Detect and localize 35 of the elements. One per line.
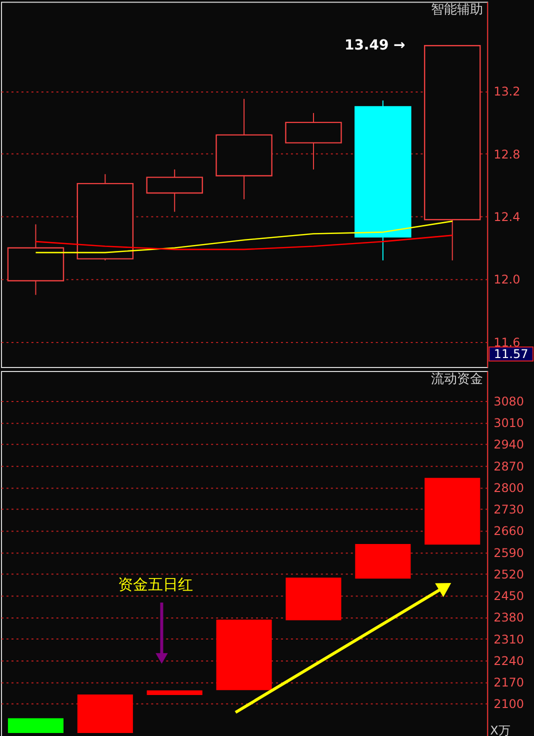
y-tick-label: 12.8 xyxy=(494,147,520,162)
line-series xyxy=(35,220,454,254)
y-tick-label: 3080 xyxy=(494,394,524,408)
annotation: 资金五日红 xyxy=(118,576,194,594)
y-tick-label: 2660 xyxy=(494,524,524,538)
text: 11.57 xyxy=(494,347,528,362)
y-axis-title: X万 xyxy=(490,723,510,736)
bar xyxy=(77,694,133,734)
bar xyxy=(216,620,272,690)
bar xyxy=(286,578,342,620)
bar xyxy=(146,690,202,696)
y-tick-label: 2870 xyxy=(494,459,524,474)
line-series xyxy=(35,234,454,250)
y-tick-label: 2380 xyxy=(494,610,524,625)
y-tick-label: 3010 xyxy=(494,416,524,430)
y-tick-label: 2940 xyxy=(494,438,524,452)
bar xyxy=(424,478,480,545)
y-tick-label: 11.6 xyxy=(494,335,520,350)
y-tick-label: 2520 xyxy=(494,567,524,582)
y-tick-label: 2730 xyxy=(494,502,524,517)
chart-title: 智能辅助 xyxy=(431,2,484,18)
y-tick-label: 2100 xyxy=(494,697,524,712)
y-tick-label: 2450 xyxy=(494,589,524,604)
y-tick-label: 2170 xyxy=(494,676,524,690)
y-tick-label: 2240 xyxy=(494,654,524,668)
bar xyxy=(8,718,64,734)
bar xyxy=(355,544,411,579)
chart-title: 流动资金 xyxy=(431,370,484,387)
y-tick-label: 2310 xyxy=(494,632,524,646)
y-tick-label: 2590 xyxy=(494,546,524,560)
y-tick-label: 12.4 xyxy=(494,210,520,224)
y-tick-label: 12.0 xyxy=(494,272,520,287)
y-tick-label: 2800 xyxy=(494,480,524,495)
y-tick-label: 13.2 xyxy=(494,84,520,99)
annotation: 13.49 → xyxy=(344,38,406,54)
